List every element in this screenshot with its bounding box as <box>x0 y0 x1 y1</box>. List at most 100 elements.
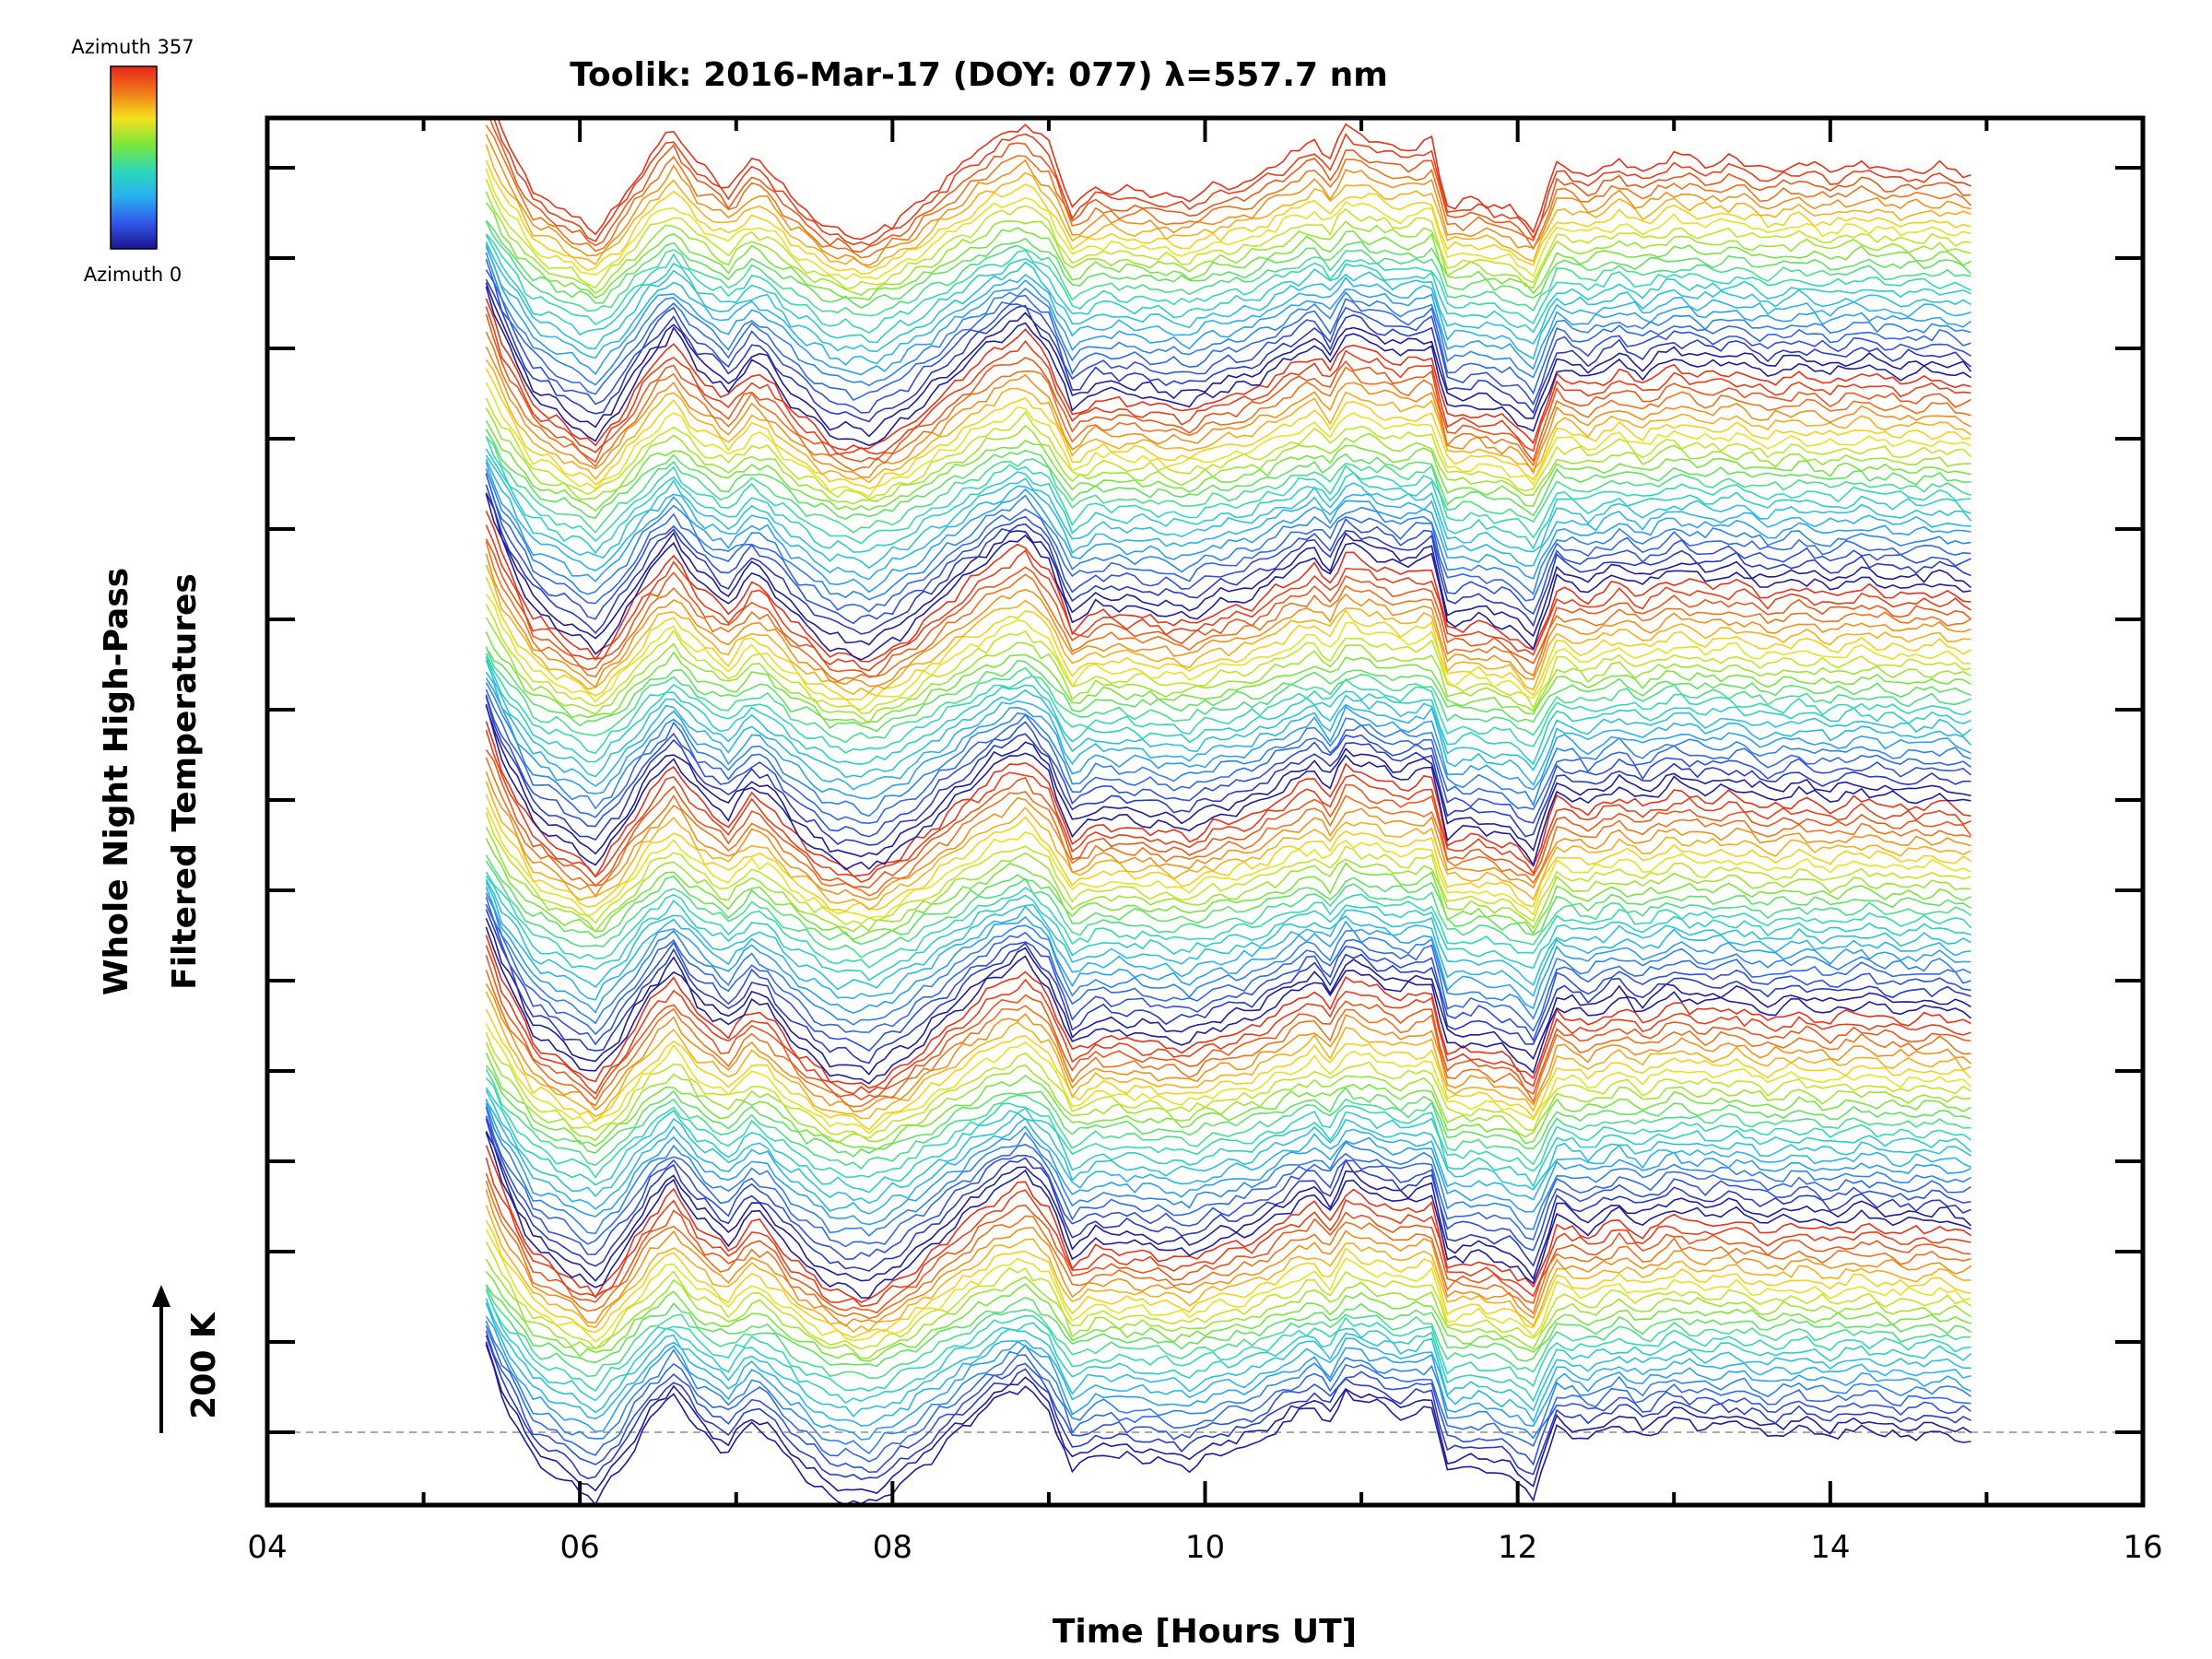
series-trace <box>485 1335 1971 1480</box>
ticks-layer <box>265 118 2145 1505</box>
series-trace <box>485 1284 1971 1380</box>
series-trace <box>485 1258 1971 1359</box>
series-trace <box>485 1115 1971 1261</box>
series-trace <box>485 917 1971 1076</box>
series-trace <box>485 1219 1971 1339</box>
series-trace <box>485 368 1971 489</box>
colorbar-bottom-label: Azimuth 0 <box>84 264 182 286</box>
series-trace <box>485 458 1971 581</box>
series-trace <box>485 653 1971 754</box>
series-trace <box>485 617 1971 724</box>
series-trace <box>485 721 1971 878</box>
series-trace <box>485 860 1971 959</box>
series-trace <box>485 1068 1971 1170</box>
series-trace <box>485 703 1971 871</box>
series-trace <box>485 234 1971 344</box>
series-trace <box>485 926 1972 1085</box>
series-trace <box>485 1032 1971 1139</box>
series-trace <box>485 704 1971 858</box>
series-trace <box>485 1284 1971 1368</box>
series-trace <box>485 429 1971 520</box>
series-trace <box>485 1315 1971 1441</box>
series-trace <box>485 881 1971 1001</box>
series-trace <box>485 1077 1971 1179</box>
series-trace <box>485 909 1971 1065</box>
series-trace <box>485 1102 1971 1237</box>
series-trace <box>485 553 1971 688</box>
series-trace <box>485 838 1971 941</box>
series-trace <box>485 454 1972 570</box>
series-trace <box>485 694 1972 838</box>
series-trace <box>485 448 1971 555</box>
series-trace <box>485 671 1972 791</box>
series-trace <box>485 757 1971 897</box>
series-trace <box>485 682 1971 818</box>
series-trace <box>485 1181 1971 1320</box>
series-trace <box>485 220 1971 317</box>
series-trace <box>485 982 1972 1112</box>
series-trace <box>485 382 1971 498</box>
series-trace <box>485 473 1971 625</box>
series-trace <box>485 1132 1971 1299</box>
series-trace <box>485 955 1971 1101</box>
series-trace <box>485 1189 1971 1327</box>
series-trace <box>485 286 1971 447</box>
series-trace <box>485 655 1971 766</box>
series-trace <box>485 306 1971 455</box>
series-trace <box>485 484 1971 635</box>
series-trace <box>485 1241 1971 1350</box>
series-trace <box>485 878 1971 991</box>
series-trace <box>485 945 1971 1095</box>
series-trace <box>485 144 1971 269</box>
x-tick-label: 04 <box>247 1529 287 1566</box>
chart-title: Toolik: 2016-Mar-17 (DOY: 077) λ=557.7 n… <box>570 56 1388 94</box>
series-trace <box>485 631 1971 725</box>
plot-frame <box>265 115 2146 1508</box>
x-tick-label: 10 <box>1185 1529 1225 1566</box>
series-trace <box>485 646 1971 744</box>
series-trace <box>485 1325 1971 1463</box>
series-trace <box>485 892 1971 1026</box>
series-trace <box>492 118 1971 246</box>
series-trace <box>485 246 1971 376</box>
series-trace <box>488 118 1971 253</box>
series-trace <box>485 493 1971 661</box>
series-trace <box>485 168 1971 281</box>
series-trace <box>485 1270 1971 1362</box>
series-trace <box>485 781 1971 912</box>
series-trace <box>485 1089 1971 1204</box>
series-trace <box>485 252 1971 387</box>
series-trace <box>485 233 1971 335</box>
series-trace <box>485 243 1971 366</box>
series-trace <box>485 202 1971 301</box>
series-trace <box>485 278 1972 423</box>
series-trace <box>485 468 1971 601</box>
series-trace <box>485 1320 1971 1454</box>
series-trace <box>485 474 1971 613</box>
series-trace <box>485 771 1971 901</box>
series-trace <box>485 887 1971 1014</box>
series-trace <box>485 541 1971 683</box>
series-trace <box>485 1041 1971 1144</box>
series-trace <box>485 397 1972 500</box>
series-trace <box>485 1288 1972 1405</box>
series-trace <box>485 1157 1971 1308</box>
series-trace <box>485 1100 1971 1215</box>
series-trace <box>485 564 1971 695</box>
series-trace <box>485 1172 1971 1314</box>
series-trace <box>485 510 1971 663</box>
series-trace <box>485 1302 1971 1427</box>
series-trace <box>485 313 1971 464</box>
series-trace <box>485 282 1972 438</box>
series-trace <box>485 191 1971 297</box>
series-trace <box>485 729 1971 884</box>
series-trace <box>485 806 1971 919</box>
series-trace <box>485 696 1971 846</box>
series-trace <box>485 688 1971 825</box>
series-trace <box>485 896 1971 1036</box>
series-trace <box>485 241 1971 353</box>
series-trace <box>485 854 1971 946</box>
series-trace <box>485 812 1971 926</box>
series-trace <box>485 903 1971 1053</box>
